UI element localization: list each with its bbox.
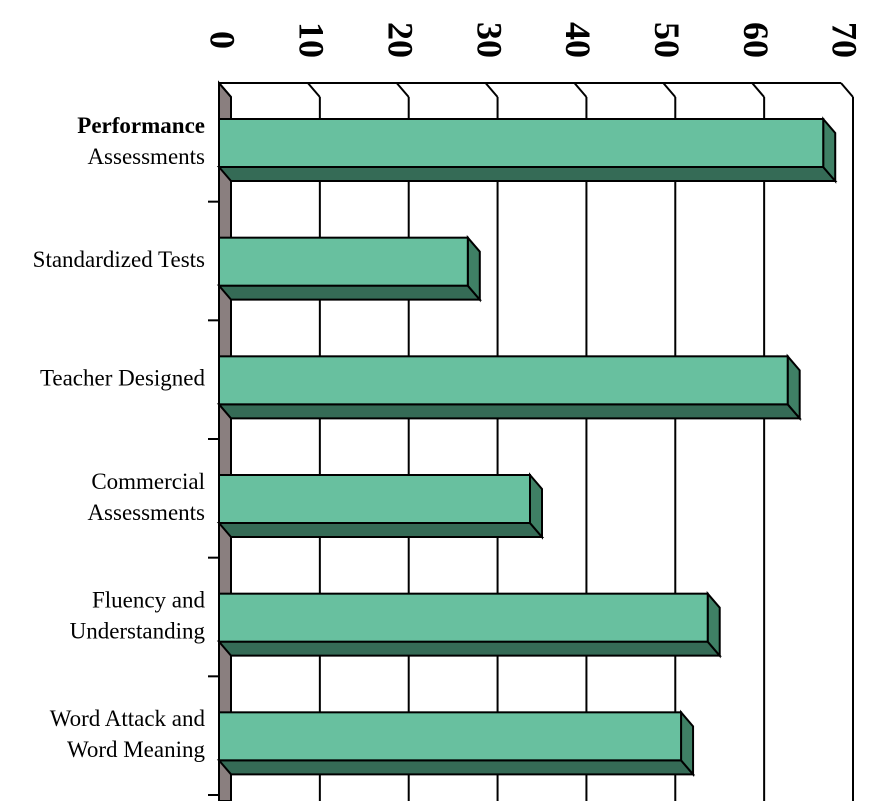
x-tick-label: 20 bbox=[380, 22, 420, 58]
bar-bottom-face bbox=[216, 522, 545, 538]
category-label: Standardized Tests bbox=[33, 247, 205, 272]
tick-mark bbox=[484, 82, 499, 98]
category-label: Teacher Designed bbox=[40, 366, 206, 391]
tick-mark bbox=[307, 82, 321, 98]
bar-bottom-face bbox=[216, 284, 482, 301]
x-tick-label: 40 bbox=[558, 22, 598, 58]
left-wall bbox=[218, 80, 232, 801]
tick-mark bbox=[662, 82, 677, 98]
x-tick-label: 50 bbox=[647, 22, 687, 58]
x-tick-label: 0 bbox=[203, 31, 243, 49]
category-label: Assessments bbox=[87, 144, 205, 169]
category-label: Performance bbox=[77, 113, 205, 138]
bar-bottom-face bbox=[216, 166, 838, 182]
tick-mark bbox=[840, 82, 854, 98]
bar bbox=[218, 711, 683, 762]
x-tick-label: 60 bbox=[736, 22, 776, 58]
category-label: Fluency and bbox=[92, 587, 206, 612]
tick-mark bbox=[573, 82, 588, 98]
bar bbox=[218, 592, 709, 643]
bar bbox=[218, 355, 789, 406]
bar-bottom-face bbox=[216, 759, 696, 776]
bar-bottom-face bbox=[216, 640, 722, 657]
category-label: Commercial bbox=[91, 469, 205, 494]
bar-bottom-face bbox=[216, 403, 802, 420]
bar bbox=[218, 474, 531, 524]
category-label: Assessments bbox=[87, 500, 205, 525]
category-label: Word Meaning bbox=[67, 737, 206, 762]
tick-mark bbox=[218, 82, 232, 98]
x-tick-label: 30 bbox=[469, 22, 509, 58]
category-label: Understanding bbox=[70, 618, 206, 643]
bar bbox=[218, 236, 469, 287]
x-tick-label: 70 bbox=[825, 22, 865, 58]
tick-mark bbox=[751, 82, 765, 98]
tick-mark bbox=[395, 82, 410, 98]
category-label: Word Attack and bbox=[50, 706, 206, 731]
x-tick-label: 10 bbox=[292, 22, 332, 58]
bar bbox=[218, 118, 825, 168]
